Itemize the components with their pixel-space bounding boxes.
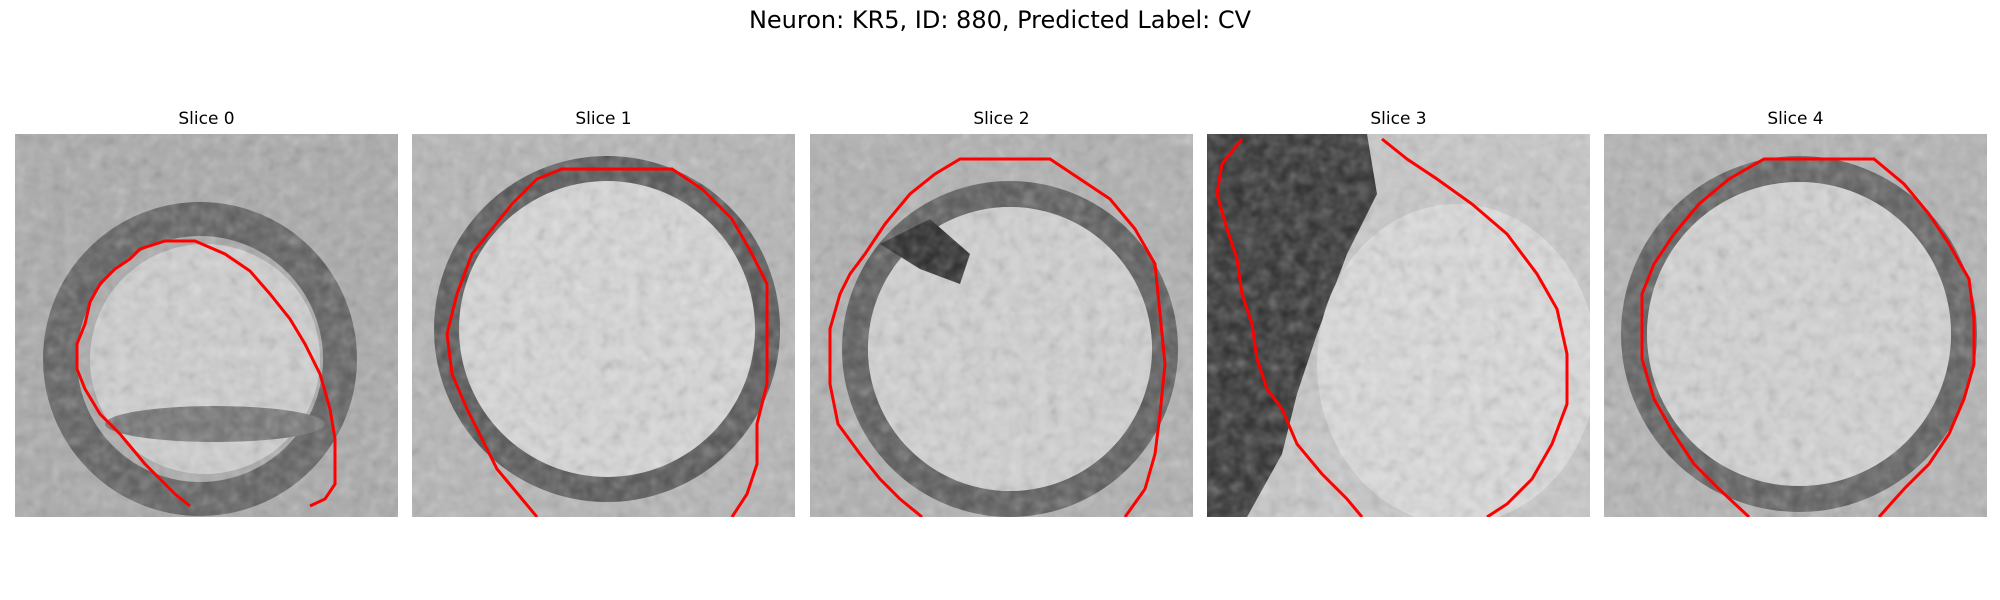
contour-line xyxy=(75,239,337,508)
slice-image xyxy=(810,134,1193,517)
slice-image xyxy=(1604,134,1987,517)
panel-title: Slice 0 xyxy=(178,109,235,129)
contour-line xyxy=(445,167,769,517)
slice-image xyxy=(15,134,398,517)
contour-line xyxy=(1215,138,1364,517)
panel-slice-0: Slice 0 xyxy=(15,108,398,517)
slice-image xyxy=(412,134,795,517)
panel-title: Slice 3 xyxy=(1370,109,1427,129)
panel-title: Slice 4 xyxy=(1767,109,1824,129)
panel-slice-4: Slice 4 xyxy=(1604,108,1987,517)
contour-line xyxy=(1640,157,1976,517)
panel-slice-1: Slice 1 xyxy=(412,108,795,517)
panel-slice-2: Slice 2 xyxy=(810,108,1193,517)
contour-line xyxy=(828,157,1167,517)
panel-title: Slice 1 xyxy=(575,109,632,129)
slice-image xyxy=(1207,134,1590,517)
panel-title: Slice 2 xyxy=(973,109,1030,129)
figure-title: Neuron: KR5, ID: 880, Predicted Label: C… xyxy=(748,6,1252,34)
contour-line xyxy=(1381,137,1569,517)
panel-slice-3: Slice 3 xyxy=(1207,108,1590,517)
